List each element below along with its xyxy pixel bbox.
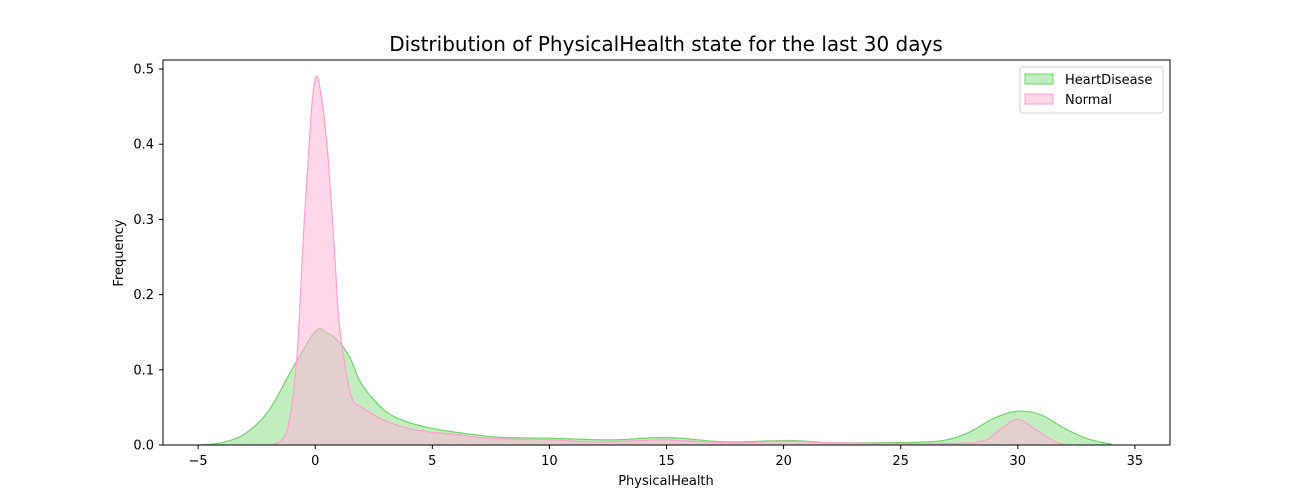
x-tick-label: 0 [311, 454, 319, 469]
legend: HeartDisease Normal [1019, 66, 1164, 114]
y-tick-label: 0.5 [133, 63, 154, 78]
y-tick-label: 0.0 [133, 439, 154, 454]
plot-area [198, 75, 1112, 446]
x-axis-label: PhysicalHealth [618, 474, 714, 489]
x-tick-label: 30 [1010, 454, 1027, 469]
x-tick-label: 35 [1127, 454, 1144, 469]
x-tick-label: 25 [892, 454, 909, 469]
y-axis: 0.0 0.1 0.2 0.3 0.4 0.5 [133, 63, 163, 454]
series-area-normal [273, 76, 1065, 445]
x-tick-label: 10 [541, 454, 558, 469]
y-tick-label: 0.2 [133, 288, 154, 303]
x-tick-label: 20 [775, 454, 792, 469]
chart-title: Distribution of PhysicalHealth state for… [389, 32, 943, 56]
legend-swatch-heartdisease [1024, 73, 1054, 85]
y-tick-label: 0.4 [133, 138, 154, 153]
x-axis: −5 0 5 10 15 20 25 30 35 [189, 445, 1144, 469]
x-tick-label: 15 [658, 454, 675, 469]
x-tick-label: −5 [189, 454, 208, 469]
y-tick-label: 0.3 [133, 213, 154, 228]
legend-box [1019, 66, 1164, 114]
x-tick-label: 5 [428, 454, 436, 469]
legend-label-heartdisease: HeartDisease [1065, 73, 1152, 88]
y-axis-label: Frequency [112, 219, 127, 286]
series-line-normal [272, 75, 1065, 446]
legend-label-normal: Normal [1065, 93, 1112, 108]
legend-swatch-normal [1024, 93, 1054, 105]
y-tick-label: 0.1 [133, 363, 154, 378]
